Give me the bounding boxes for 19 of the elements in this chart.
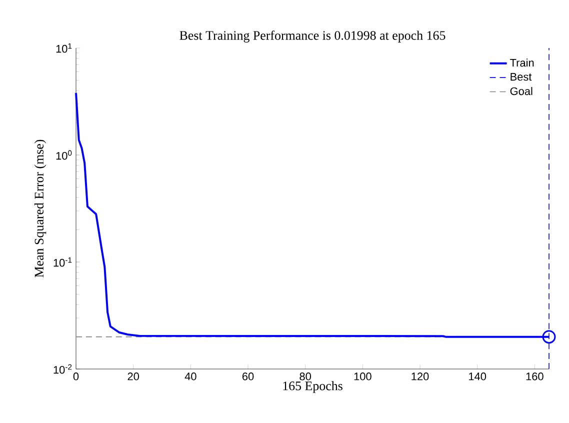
y-tick-label: 10$^{-1}$	[54, 257, 72, 267]
x-tick-label: 100	[354, 372, 372, 380]
x-tick-label: 160	[526, 372, 544, 380]
x-tick-label: 60	[242, 372, 254, 380]
ref-line-label: Best	[510, 73, 532, 81]
y-tick-label: 10$^{0}$	[56, 150, 72, 160]
x-tick-label: 120	[412, 372, 429, 380]
x-tick-label: 20	[128, 372, 139, 380]
x-tick-label: 0	[73, 372, 79, 380]
y-tick-label: 10$^{1}$	[56, 43, 72, 53]
y-tick-label: 10$^{-2}$	[54, 364, 72, 374]
x-tick-label: 80	[300, 372, 311, 380]
x-axis-title: 165 Epochs	[283, 381, 342, 393]
x-tick-label: 40	[184, 372, 196, 380]
chart-title: Best Training Performance is 0.01998 at epoch 165	[180, 30, 446, 42]
y-axis-title: Mean Squared Error (mse)	[34, 140, 46, 278]
legend-label: Train	[510, 58, 534, 67]
legend-label: Goal	[510, 87, 532, 96]
x-tick-label: 140	[469, 372, 486, 380]
